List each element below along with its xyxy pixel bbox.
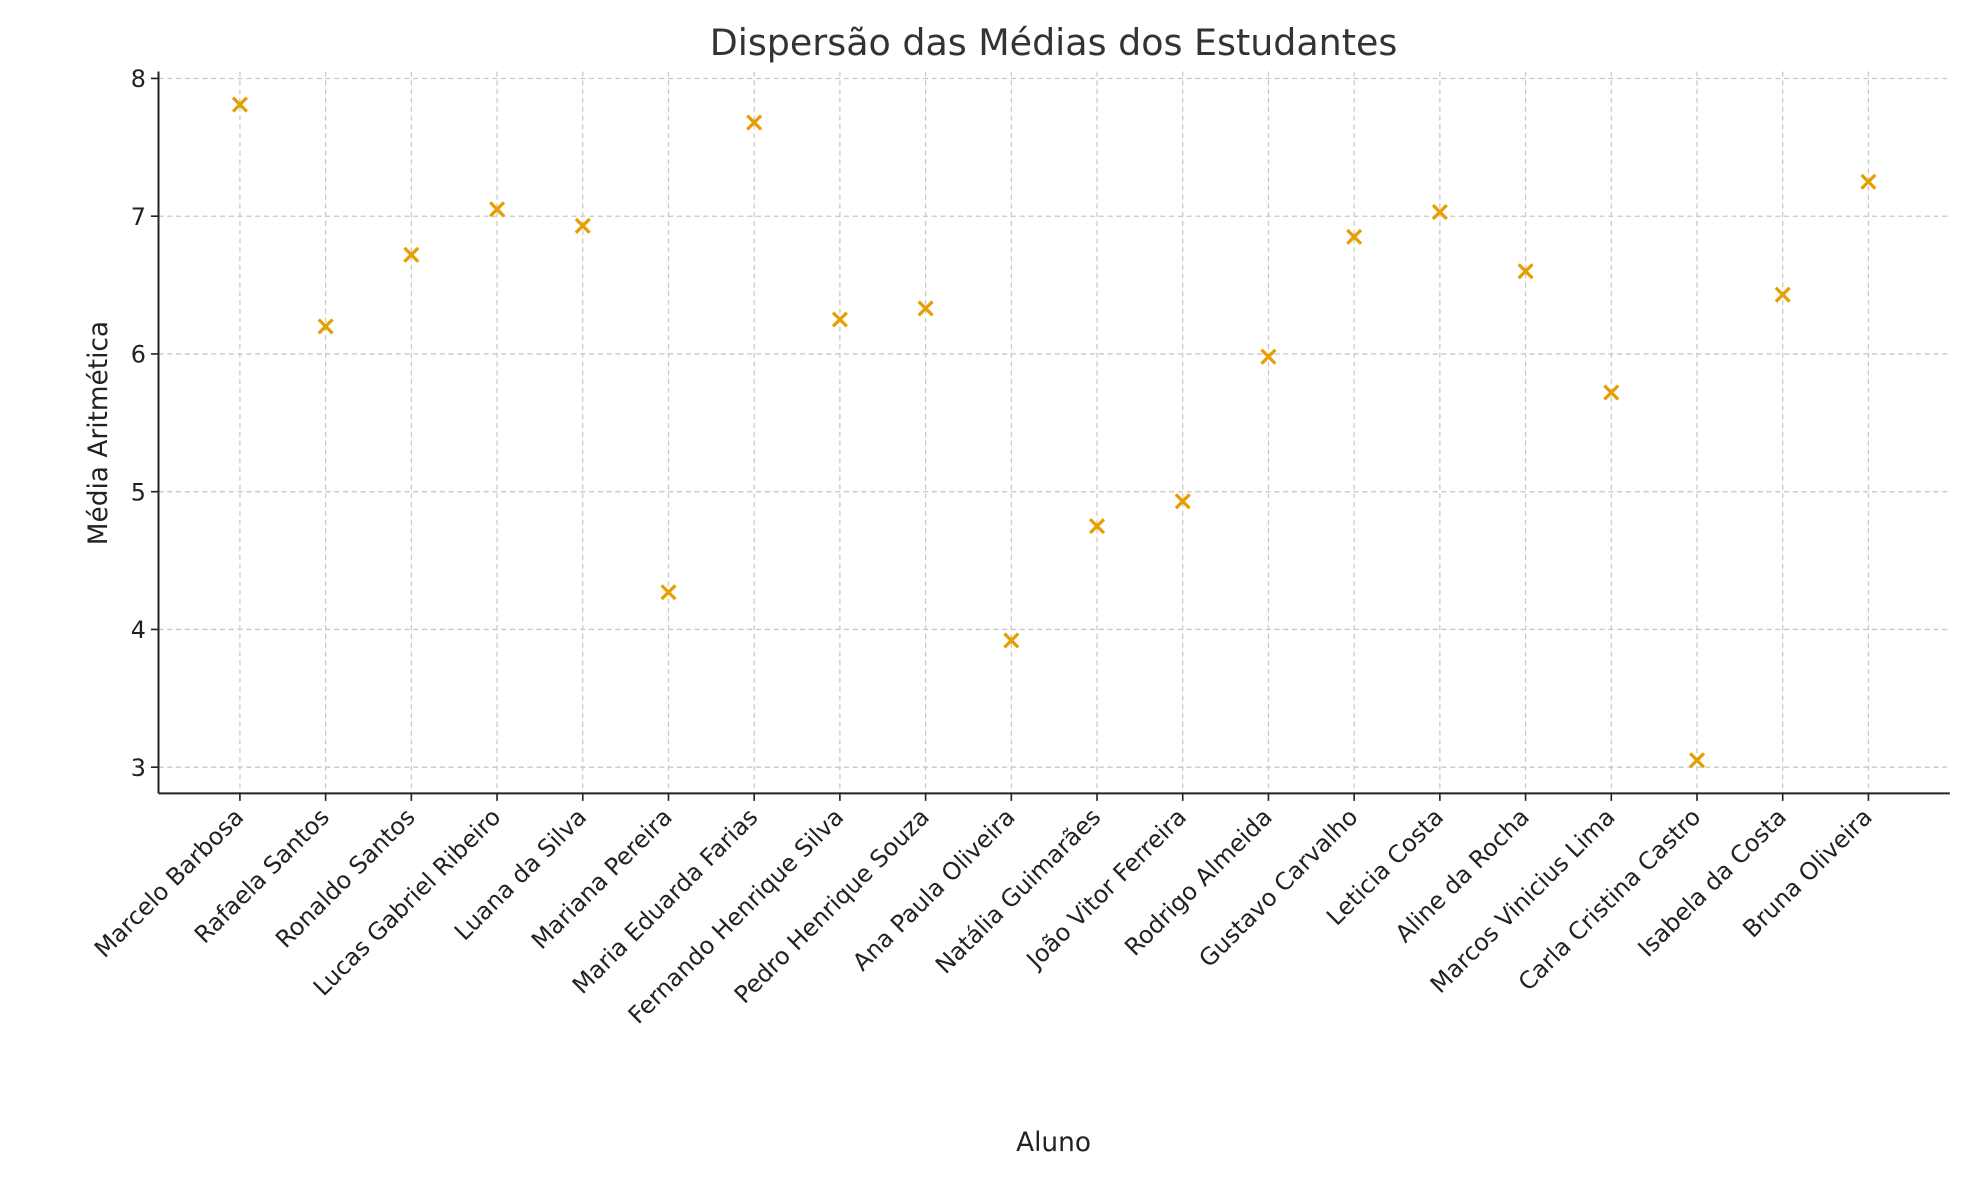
x-tick-label: João Vitor Ferreira: [1020, 803, 1192, 975]
x-tick-label: Ana Paula Oliveira: [847, 803, 1020, 976]
data-point-marker: [1431, 203, 1448, 221]
data-point-marker: [831, 311, 848, 328]
data-point-marker: [231, 96, 248, 113]
chart-title: Dispersão das Médias dos Estudantes: [710, 21, 1398, 64]
x-tick-label: Marcelo Barbosa: [89, 803, 249, 963]
data-point-marker: [917, 300, 934, 317]
y-tick-label: 8: [131, 65, 146, 93]
y-tick-label: 3: [131, 754, 146, 782]
data-point-marker: [317, 318, 334, 335]
data-point-marker: [1088, 518, 1106, 535]
y-tick-label: 5: [131, 478, 146, 506]
x-tick-label: Gustavo Carvalho: [1193, 803, 1363, 973]
x-axis-label: Aluno: [1016, 1128, 1091, 1158]
data-point-marker: [1003, 632, 1020, 649]
data-point-marker: [574, 217, 591, 234]
data-point-marker: [660, 584, 677, 601]
y-tick-label: 7: [131, 203, 146, 231]
data-point-marker: [1860, 173, 1877, 190]
data-point-marker: [1774, 286, 1791, 303]
data-point-marker: [1174, 493, 1191, 510]
y-tick-label: 6: [131, 341, 146, 369]
data-point-marker: [1688, 752, 1706, 769]
data-point-marker: [1603, 384, 1620, 401]
data-point-marker: [1346, 228, 1363, 245]
data-point-marker: [1260, 348, 1277, 365]
x-tick-label: Isabela da Costa: [1632, 803, 1792, 963]
x-tick-label: Natália Guimarães: [930, 803, 1106, 979]
y-axis-label: Média Aritmética: [84, 321, 114, 545]
x-tick-label: Rodrigo Almeida: [1119, 803, 1278, 962]
y-tick-label: 4: [131, 616, 146, 644]
data-point-marker: [403, 246, 420, 263]
data-point-marker: [488, 201, 506, 218]
data-point-marker: [1517, 263, 1534, 280]
data-point-marker: [746, 114, 763, 131]
